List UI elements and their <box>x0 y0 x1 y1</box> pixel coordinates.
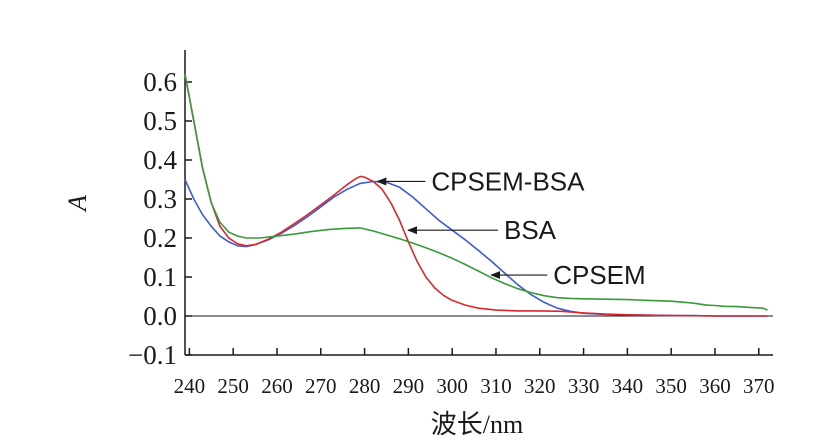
y-tick-label: 0.3 <box>143 184 177 214</box>
series-line-cpsem-bsa <box>184 179 768 317</box>
annotation-label-cpsem-bsa: CPSEM-BSA <box>431 166 585 196</box>
x-tick-label: 240 <box>174 374 206 398</box>
x-axis-title: 波长/nm <box>431 410 523 439</box>
x-tick-label: 360 <box>699 374 731 398</box>
x-tick-label: 300 <box>436 374 468 398</box>
y-tick-label: 0.1 <box>143 262 177 292</box>
x-ticks: 240 250 260 270 280 290 300 310 320 330 340 350 360 3… <box>174 348 775 398</box>
x-tick-label: 310 <box>480 374 512 398</box>
series-line-cpsem <box>184 74 768 311</box>
y-tick-label: 0.5 <box>143 106 177 136</box>
y-tick-label: 0.4 <box>143 145 177 175</box>
x-tick-label: 290 <box>393 374 425 398</box>
x-tick-label: 350 <box>655 374 687 398</box>
x-tick-label: 250 <box>217 374 249 398</box>
series-lines <box>184 74 768 317</box>
x-tick-label: 260 <box>261 374 293 398</box>
series-line-bsa <box>184 74 768 317</box>
x-tick-label: 320 <box>524 374 556 398</box>
x-tick-label: 280 <box>349 374 381 398</box>
y-tick-label: 0.0 <box>143 301 177 331</box>
x-tick-label: 330 <box>568 374 600 398</box>
y-ticks: 0.6 0.5 0.4 0.3 0.2 0.1 0.0 −0.1 <box>128 67 192 370</box>
x-tick-label: 370 <box>743 374 775 398</box>
annotation-label-bsa: BSA <box>504 215 557 245</box>
y-tick-label: −0.1 <box>128 340 177 370</box>
annotation-label-cpsem: CPSEM <box>553 260 645 290</box>
annotations: CPSEM-BSA BSA CPSEM <box>376 166 646 290</box>
y-tick-label: 0.2 <box>143 223 177 253</box>
y-tick-label: 0.6 <box>143 67 177 97</box>
x-tick-label: 340 <box>612 374 644 398</box>
x-tick-label: 270 <box>305 374 337 398</box>
y-axis-title: A <box>63 195 92 213</box>
